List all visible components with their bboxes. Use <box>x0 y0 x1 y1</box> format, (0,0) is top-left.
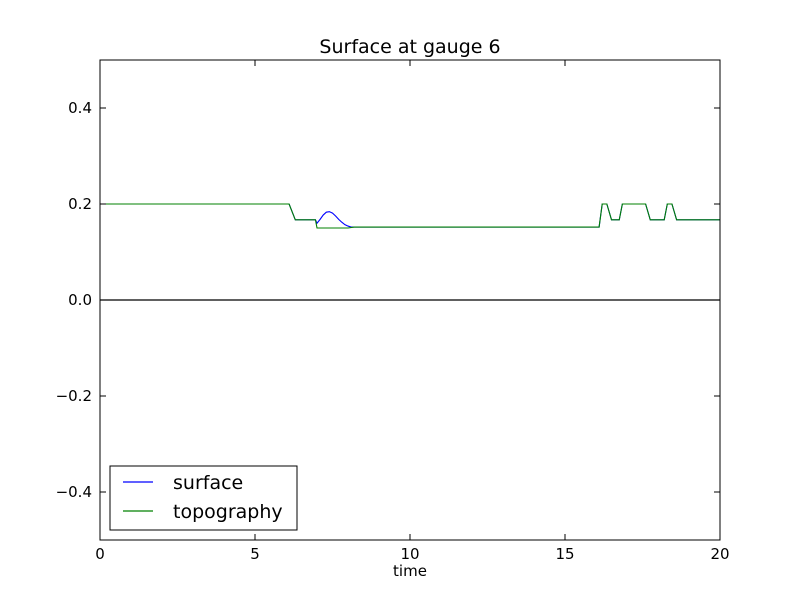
x-tick-label: 0 <box>95 545 105 563</box>
legend: surface topography <box>109 465 298 531</box>
x-tick-label: 5 <box>250 545 260 563</box>
x-tick-label: 20 <box>710 545 729 563</box>
chart-title: Surface at gauge 6 <box>319 36 500 58</box>
x-axis-label: time <box>393 562 427 580</box>
y-tick-label: −0.2 <box>56 387 92 405</box>
plot-area: 0 5 10 15 20 −0.4 −0.2 0.0 0.2 0.4 surface topograp… <box>56 59 730 563</box>
y-tick-label: −0.4 <box>56 483 92 501</box>
legend-label-topography: topography <box>173 501 283 523</box>
x-tick-label: 10 <box>400 545 419 563</box>
y-tick-label: 0.4 <box>68 99 92 117</box>
series-line-topography <box>100 203 720 229</box>
legend-label-surface: surface <box>173 472 243 494</box>
y-tick-label: 0.2 <box>68 195 92 213</box>
x-tick-label: 15 <box>555 545 574 563</box>
legend-box <box>109 465 298 531</box>
y-tick-label: 0.0 <box>68 291 92 309</box>
